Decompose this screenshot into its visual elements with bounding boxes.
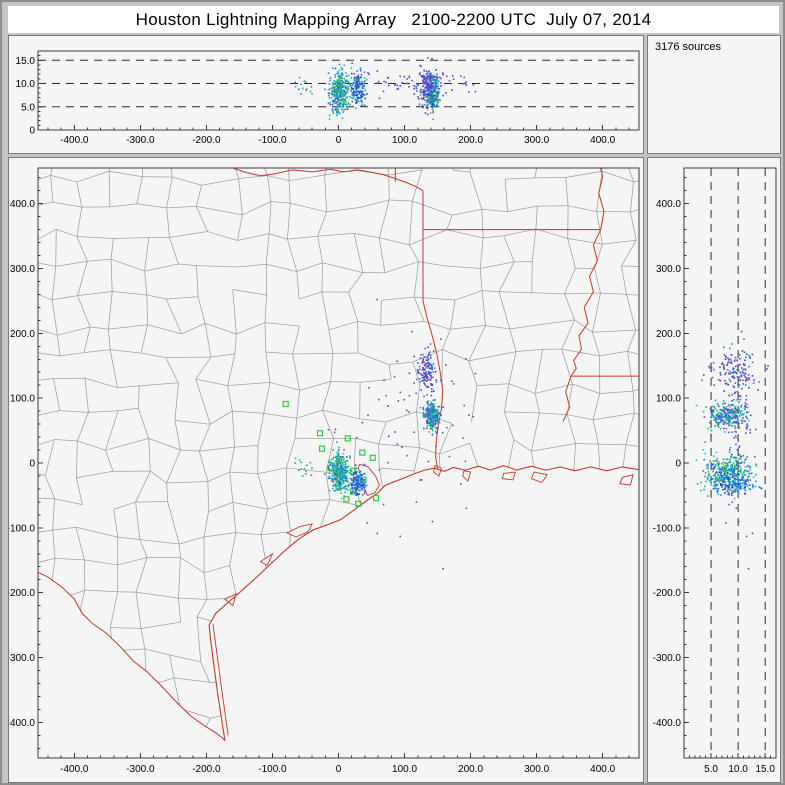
svg-text:-300.0: -300.0	[126, 135, 155, 146]
ms-river-south	[562, 375, 572, 422]
svg-text:-200.0: -200.0	[653, 588, 682, 599]
svg-text:200.0: 200.0	[10, 329, 35, 340]
svg-text:200.0: 200.0	[656, 329, 681, 340]
svg-text:400.0: 400.0	[656, 199, 681, 210]
svg-text:-400.0: -400.0	[9, 718, 35, 729]
svg-text:-400.0: -400.0	[60, 764, 89, 775]
altitude-ns-panel: 5.0 10.0 15.0 400.0 300.0 200.0 100.0 0 -100.0 -2…	[647, 157, 781, 783]
sources-count-panel: 3176 sources	[647, 35, 781, 154]
lightning-points-plan	[294, 298, 477, 570]
svg-text:0: 0	[336, 764, 342, 775]
svg-text:200.0: 200.0	[458, 135, 483, 146]
svg-text:0: 0	[336, 135, 342, 146]
svg-text:100.0: 100.0	[656, 394, 681, 405]
svg-text:-100.0: -100.0	[258, 764, 287, 775]
svg-text:5.0: 5.0	[21, 102, 35, 113]
svg-text:-100.0: -100.0	[258, 135, 287, 146]
page-title: Houston Lightning Mapping Array 2100-220…	[8, 6, 779, 33]
svg-text:0: 0	[675, 459, 681, 470]
svg-text:0: 0	[29, 459, 35, 470]
axis-tick-labels: -400.0 -300.0 -200.0 -100.0 0 100.0 200.0 300.0…	[16, 56, 616, 146]
svg-text:0: 0	[29, 126, 35, 137]
plot-frame	[37, 167, 640, 759]
ms-river-ar	[598, 168, 605, 230]
red-river-tx-ok	[232, 168, 424, 192]
plot-frame	[37, 50, 640, 131]
gulf-of-mexico	[209, 465, 639, 758]
altitude-vs-ns-plot: 5.0 10.0 15.0 400.0 300.0 200.0 100.0 0 -100.0 -2…	[653, 167, 777, 775]
svg-text:10.0: 10.0	[728, 764, 748, 775]
svg-text:100.0: 100.0	[10, 394, 35, 405]
lightning-points-ew	[294, 57, 477, 121]
svg-text:-400.0: -400.0	[653, 718, 682, 729]
svg-text:-300.0: -300.0	[653, 653, 682, 664]
svg-text:-200.0: -200.0	[192, 135, 221, 146]
svg-text:400.0: 400.0	[590, 764, 615, 775]
mexico-region	[38, 572, 225, 758]
sources-count-label: 3176 sources	[655, 41, 722, 53]
svg-text:-200.0: -200.0	[192, 764, 221, 775]
plan-view-map-panel: -400.0 -300.0 -200.0 -100.0 0 100.0 200.0 300.0…	[8, 157, 644, 783]
plan-view-map: -400.0 -300.0 -200.0 -100.0 0 100.0 200.0 300.0…	[9, 167, 640, 775]
svg-text:200.0: 200.0	[458, 764, 483, 775]
axis-tick-labels: -400.0 -300.0 -200.0 -100.0 0 100.0 200.0 300.0…	[9, 199, 616, 775]
svg-text:400.0: 400.0	[590, 135, 615, 146]
svg-text:-300.0: -300.0	[9, 653, 35, 664]
svg-text:100.0: 100.0	[392, 135, 417, 146]
coastal-bays	[212, 463, 634, 736]
svg-text:-300.0: -300.0	[126, 764, 155, 775]
tx-la-border	[422, 229, 444, 469]
svg-text:-400.0: -400.0	[60, 135, 89, 146]
svg-text:400.0: 400.0	[10, 199, 35, 210]
svg-text:-100.0: -100.0	[9, 523, 35, 534]
svg-text:300.0: 300.0	[524, 764, 549, 775]
state-borders	[232, 168, 639, 469]
altitude-vs-ew-plot: -400.0 -300.0 -200.0 -100.0 0 100.0 200.0 300.0…	[16, 50, 640, 146]
svg-text:-100.0: -100.0	[653, 523, 682, 534]
altitude-ew-panel: -400.0 -300.0 -200.0 -100.0 0 100.0 200.0 300.0…	[8, 35, 644, 154]
svg-text:15.0: 15.0	[755, 764, 775, 775]
svg-text:15.0: 15.0	[16, 56, 36, 67]
map-content	[38, 168, 639, 758]
lightning-points-ns	[695, 298, 769, 570]
svg-text:300.0: 300.0	[524, 135, 549, 146]
svg-text:300.0: 300.0	[10, 264, 35, 275]
ms-river-la	[570, 229, 602, 377]
svg-text:300.0: 300.0	[656, 264, 681, 275]
svg-text:100.0: 100.0	[392, 764, 417, 775]
axis-ticks	[38, 55, 630, 131]
plot-frame	[683, 167, 777, 759]
rio-grande-river	[38, 571, 226, 741]
svg-text:10.0: 10.0	[16, 79, 36, 90]
svg-text:-200.0: -200.0	[9, 588, 35, 599]
altitude-dashed-gridlines	[710, 168, 766, 758]
svg-text:5.0: 5.0	[704, 764, 718, 775]
axis-tick-labels: 5.0 10.0 15.0 400.0 300.0 200.0 100.0 0 -100.0 -2…	[653, 199, 776, 775]
gulf-coastline	[208, 465, 639, 741]
